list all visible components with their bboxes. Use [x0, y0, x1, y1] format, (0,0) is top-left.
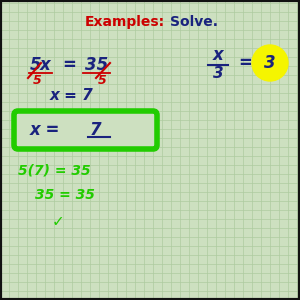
Circle shape — [252, 45, 288, 81]
Text: 35 = 35: 35 = 35 — [35, 188, 95, 202]
Text: x: x — [213, 46, 224, 64]
Text: 3: 3 — [213, 67, 223, 82]
Text: 5: 5 — [30, 56, 42, 74]
Text: x =: x = — [30, 121, 60, 139]
Text: 5: 5 — [98, 74, 107, 86]
Text: Solve.: Solve. — [170, 15, 218, 29]
Text: 3: 3 — [264, 54, 276, 72]
Text: ✓: ✓ — [52, 214, 65, 230]
Text: =: = — [62, 56, 76, 74]
Text: x = 7: x = 7 — [50, 88, 94, 103]
Text: x: x — [40, 56, 51, 74]
FancyBboxPatch shape — [14, 111, 157, 149]
Text: 5: 5 — [33, 74, 42, 86]
Text: Examples:: Examples: — [85, 15, 165, 29]
Text: =: = — [238, 54, 252, 72]
Text: 7: 7 — [90, 121, 102, 139]
Text: 5(7) = 35: 5(7) = 35 — [18, 163, 91, 177]
Text: 35: 35 — [85, 56, 108, 74]
